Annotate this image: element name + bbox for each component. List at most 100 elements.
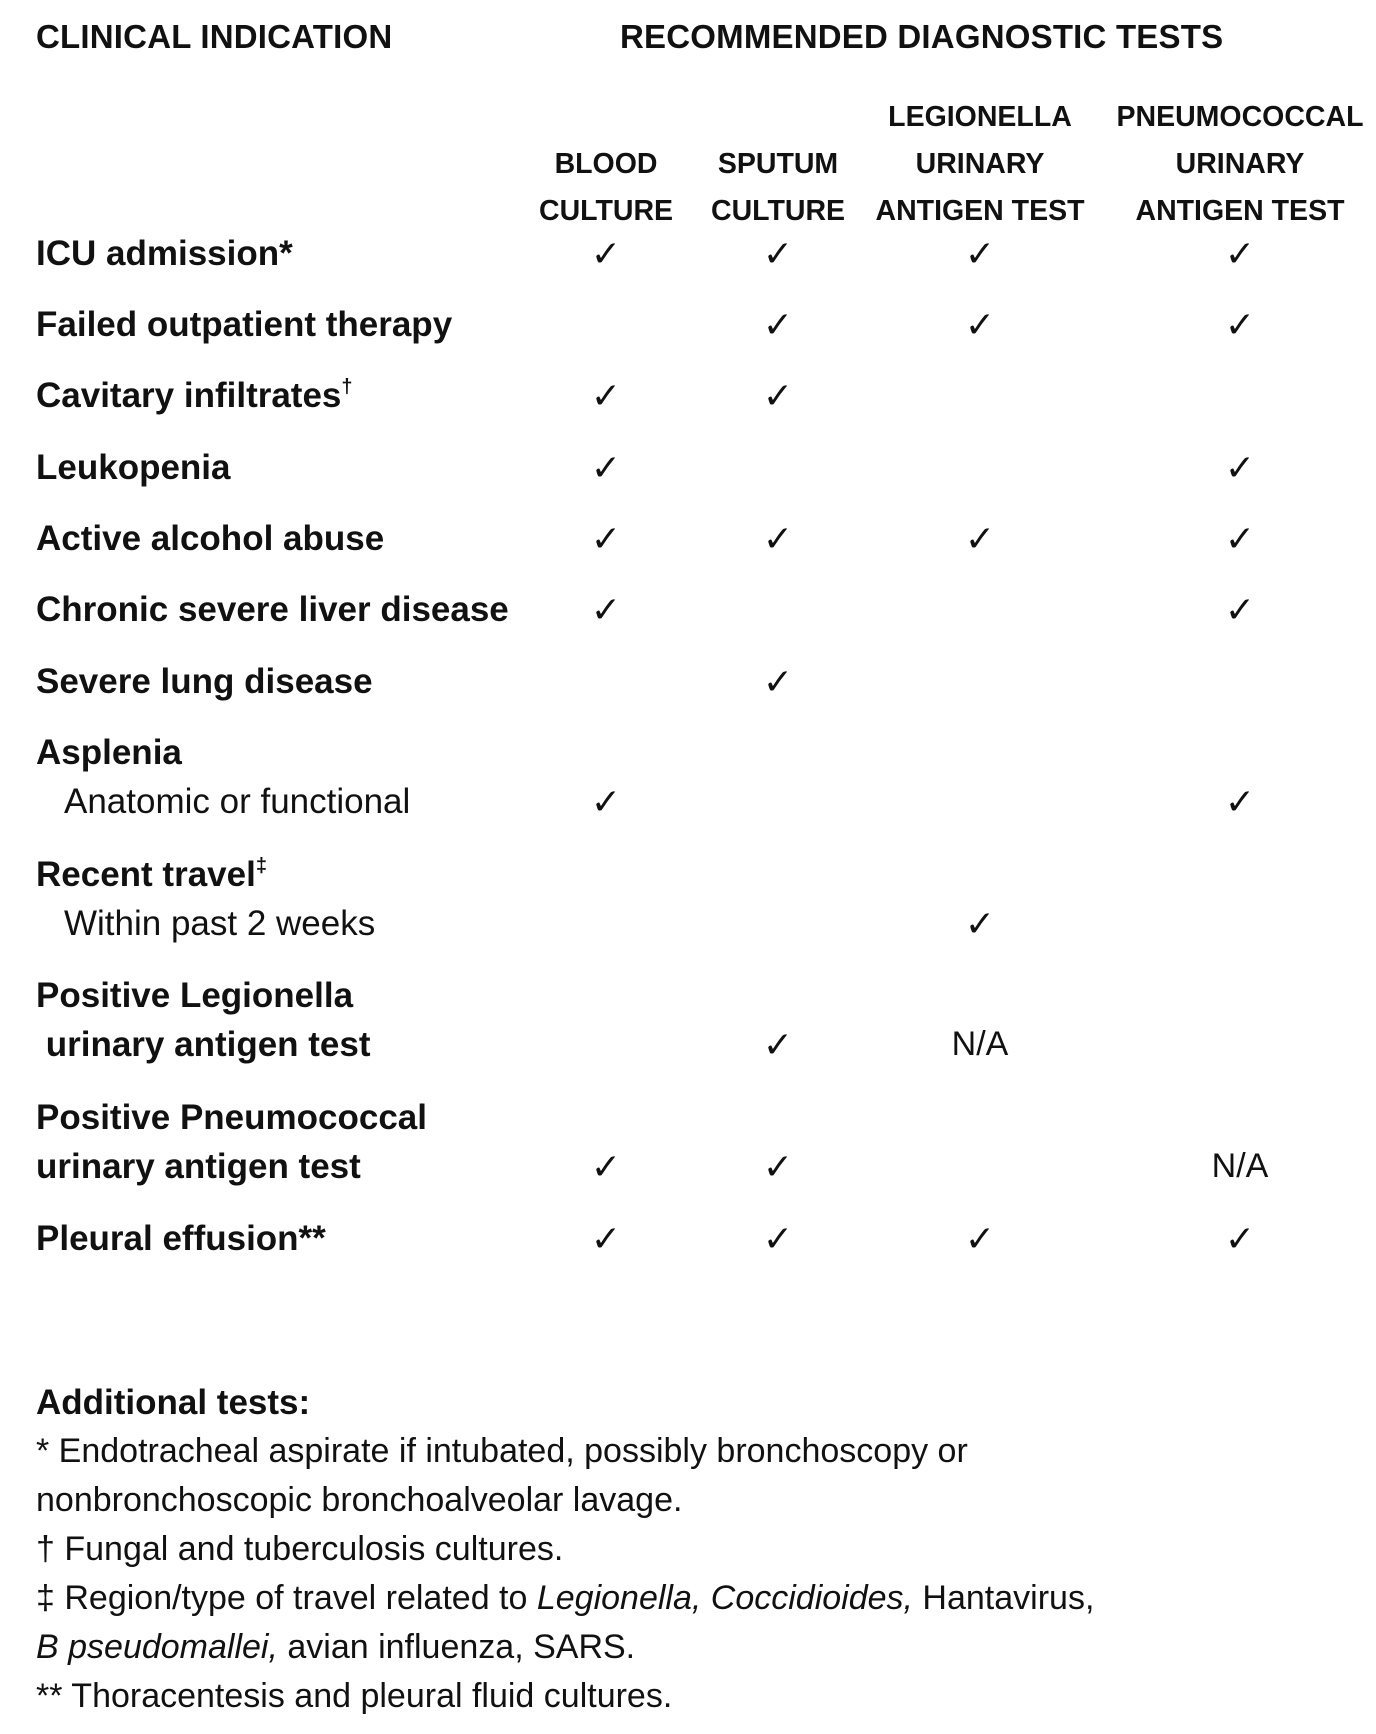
indication-name: Chronic severe liver disease [36, 585, 509, 634]
column-header-line: PNEUMOCOCCAL [1116, 101, 1364, 133]
note-italic-text: Legionella, Coccidioides, [536, 1579, 913, 1617]
header-recommended-tests: RECOMMENDED DIAGNOSTIC TESTS [620, 18, 1224, 55]
check-icon: ✓ [590, 1218, 622, 1259]
check-icon: ✓ [1224, 1218, 1256, 1259]
not-applicable-cell: N/A [951, 1025, 1009, 1063]
check-icon: ✓ [964, 1218, 996, 1259]
check-icon: ✓ [762, 1024, 794, 1065]
check-icon: ✓ [762, 304, 794, 345]
indication-name: Cavitary infiltrates† [36, 371, 353, 420]
note-text: ** Thoracentesis and pleural fluid cultu… [36, 1677, 673, 1715]
row-label: Cavitary infiltrates† [36, 371, 353, 420]
row-label: Pleural effusion** [36, 1214, 326, 1263]
column-header-line: LEGIONELLA [888, 101, 1072, 133]
indication-text: Active alcohol abuse [36, 519, 385, 558]
note-line: B pseudomallei, avian influenza, SARS. [36, 1623, 1336, 1672]
column-header-line: CULTURE [711, 195, 846, 227]
indication-name: Recent travel‡ [36, 850, 375, 899]
check-icon: ✓ [762, 1218, 794, 1259]
footnote-marker: † [341, 376, 353, 398]
check-icon: ✓ [1224, 304, 1256, 345]
indication-text: Asplenia [36, 733, 182, 772]
row-label: Chronic severe liver disease [36, 585, 509, 634]
check-icon: ✓ [1224, 518, 1256, 559]
indication-name-continued: urinary antigen test [36, 1025, 371, 1064]
check-icon: ✓ [964, 304, 996, 345]
indication-name: Positive Legionella [36, 971, 371, 1020]
indication-detail: Within past 2 weeks [64, 904, 376, 943]
check-icon: ✓ [762, 375, 794, 416]
check-icon: ✓ [762, 661, 794, 702]
check-icon: ✓ [762, 1146, 794, 1187]
note-text: avian influenza, SARS. [277, 1628, 636, 1666]
check-icon: ✓ [1224, 233, 1256, 274]
indication-name-continued: urinary antigen test [36, 1147, 361, 1186]
note-line: ‡ Region/type of travel related to Legio… [36, 1574, 1336, 1623]
check-icon: ✓ [590, 375, 622, 416]
note-text: nonbronchoscopic bronchoalveolar lavage. [36, 1481, 683, 1519]
indication-text: Positive Pneumococcal [36, 1098, 427, 1137]
column-header-line: ANTIGEN TEST [875, 195, 1085, 227]
row-label: Positive Pneumococcal urinary antigen tes… [36, 1093, 427, 1191]
column-header-3: LEGIONELLA URINARY ANTIGEN TEST [876, 94, 1085, 235]
check-icon: ✓ [590, 447, 622, 488]
indication-name: Leukopenia [36, 443, 230, 492]
row-label: Severe lung disease [36, 657, 373, 706]
note-line: ** Thoracentesis and pleural fluid cultu… [36, 1672, 1336, 1721]
column-header-line: CULTURE [539, 195, 674, 227]
row-label: Recent travel‡ Within past 2 weeks [36, 850, 375, 948]
indication-text: Chronic severe liver disease [36, 590, 509, 629]
notes-lines: * Endotracheal aspirate if intubated, po… [36, 1427, 1336, 1721]
note-line: nonbronchoscopic bronchoalveolar lavage. [36, 1476, 1336, 1525]
note-line: * Endotracheal aspirate if intubated, po… [36, 1427, 1336, 1476]
column-header-2: SPUTUM CULTURE [711, 94, 845, 235]
check-icon: ✓ [590, 518, 622, 559]
check-icon: ✓ [590, 233, 622, 274]
indication-name: Positive Pneumococcal [36, 1093, 427, 1142]
column-header-line: BLOOD [554, 148, 658, 180]
indication-text: Recent travel [36, 855, 256, 894]
indication-name: ICU admission* [36, 229, 293, 278]
note-line: † Fungal and tuberculosis cultures. [36, 1525, 1336, 1574]
indication-name: Active alcohol abuse [36, 514, 384, 563]
row-label: Failed outpatient therapy [36, 300, 452, 349]
indication-detail: Anatomic or functional [64, 782, 411, 821]
additional-tests-notes: Additional tests: * Endotracheal aspirat… [36, 1378, 1336, 1721]
indication-name: Asplenia [36, 728, 410, 777]
indication-text: Severe lung disease [36, 662, 373, 701]
indication-text: Failed outpatient therapy [36, 305, 453, 344]
column-header-1: BLOOD CULTURE [539, 94, 673, 235]
check-icon: ✓ [590, 781, 622, 822]
column-header-line: URINARY [915, 148, 1045, 180]
indication-text: Cavitary infiltrates [36, 376, 342, 415]
indication-text: Positive Legionella [36, 976, 354, 1015]
check-icon: ✓ [762, 518, 794, 559]
row-label: Active alcohol abuse [36, 514, 384, 563]
footnote-marker: ‡ [255, 855, 267, 877]
check-icon: ✓ [1224, 447, 1256, 488]
row-label: Positive Legionella urinary antigen test [36, 971, 371, 1069]
note-text: † Fungal and tuberculosis cultures. [36, 1530, 564, 1568]
check-icon: ✓ [762, 233, 794, 274]
row-label: Asplenia Anatomic or functional [36, 728, 410, 826]
header-clinical-indication: CLINICAL INDICATION [36, 18, 393, 55]
indication-name: Failed outpatient therapy [36, 300, 452, 349]
check-icon: ✓ [964, 518, 996, 559]
row-label: Leukopenia [36, 443, 230, 492]
row-label: ICU admission* [36, 229, 293, 278]
note-text: ‡ Region/type of travel related to [36, 1579, 537, 1617]
column-header-line: URINARY [1175, 148, 1305, 180]
note-italic-text: B pseudomallei, [36, 1628, 278, 1666]
check-icon: ✓ [590, 1146, 622, 1187]
check-icon: ✓ [964, 903, 996, 944]
check-icon: ✓ [590, 589, 622, 630]
note-text: Hantavirus, [912, 1579, 1095, 1617]
check-icon: ✓ [964, 233, 996, 274]
indication-text: Leukopenia [36, 448, 231, 487]
note-text: * Endotracheal aspirate if intubated, po… [36, 1432, 968, 1470]
column-header-line: SPUTUM [717, 148, 839, 180]
indication-text: ICU admission* [36, 234, 293, 273]
check-icon: ✓ [1224, 781, 1256, 822]
column-header-4: PNEUMOCOCCAL URINARY ANTIGEN TEST [1117, 94, 1364, 235]
